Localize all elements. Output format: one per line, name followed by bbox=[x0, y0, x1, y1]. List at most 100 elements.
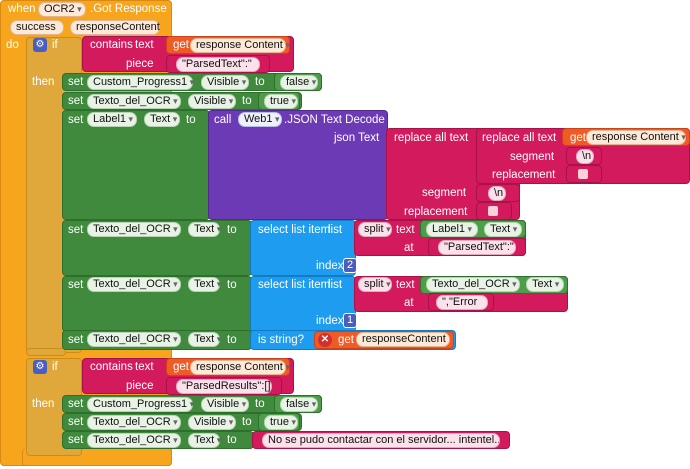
gear-icon[interactable]: ⚙ bbox=[33, 38, 47, 52]
param-response-content[interactable]: responseContent bbox=[70, 20, 160, 35]
component-field[interactable]: Texto_del_OCR bbox=[87, 433, 181, 448]
set-label: set bbox=[68, 76, 84, 88]
then-label-1: then bbox=[32, 76, 55, 88]
if-label-1: if bbox=[52, 39, 58, 51]
at-label: at bbox=[404, 297, 414, 309]
param-success[interactable]: success bbox=[10, 20, 64, 35]
is-string-label: is string? bbox=[258, 334, 305, 346]
at-string[interactable]: ","Error bbox=[436, 295, 488, 310]
to-label: to bbox=[227, 224, 237, 236]
get-label: get bbox=[173, 361, 189, 373]
replacement-label: replacement bbox=[404, 206, 468, 218]
set-label: set bbox=[68, 114, 84, 126]
property-field[interactable]: Text bbox=[188, 332, 220, 347]
get-variable[interactable]: response Content bbox=[190, 360, 286, 375]
component-field[interactable]: Texto_del_OCR bbox=[87, 94, 181, 109]
property-field[interactable]: Text bbox=[144, 112, 180, 127]
property-field[interactable]: Text bbox=[188, 433, 220, 448]
set-label: set bbox=[68, 434, 84, 446]
method-label: .JSON Text Decode bbox=[284, 114, 385, 126]
component-field[interactable]: Custom_Progress1 bbox=[87, 75, 193, 90]
to-label: to bbox=[227, 334, 237, 346]
component-field[interactable]: Texto_del_OCR bbox=[87, 277, 181, 292]
error-icon[interactable]: ✕ bbox=[318, 333, 332, 347]
bool-value[interactable]: false bbox=[280, 75, 318, 90]
to-label: to bbox=[186, 114, 196, 126]
piece-string[interactable]: "ParsedResults":[] bbox=[176, 379, 272, 394]
index-value[interactable]: 1 bbox=[343, 313, 358, 328]
gear-icon[interactable]: ⚙ bbox=[33, 360, 47, 374]
property-field[interactable]: Visible bbox=[201, 75, 249, 90]
text-label: text bbox=[135, 39, 154, 51]
set-label1-text[interactable] bbox=[62, 110, 210, 220]
set-label: set bbox=[68, 334, 84, 346]
json-decode-block[interactable] bbox=[208, 110, 388, 220]
property-field[interactable]: Text bbox=[188, 222, 220, 237]
component-field[interactable]: Texto_del_OCR bbox=[87, 415, 181, 430]
index-value[interactable]: 2 bbox=[343, 258, 358, 273]
if-block-1-bottom bbox=[26, 348, 66, 356]
property-field[interactable]: Visible bbox=[188, 415, 236, 430]
when-label: when bbox=[8, 3, 36, 15]
get-label: get bbox=[173, 39, 189, 51]
contains-label: contains bbox=[90, 39, 133, 51]
component-dropdown[interactable]: OCR2 bbox=[38, 2, 86, 17]
property-field[interactable]: Text bbox=[188, 277, 220, 292]
bool-value[interactable]: true bbox=[264, 415, 298, 430]
component-field[interactable]: Texto_del_OCR bbox=[87, 222, 181, 237]
component-field[interactable]: Label1 bbox=[87, 112, 137, 127]
index-label: index bbox=[316, 315, 344, 327]
json-text-label: json Text bbox=[334, 132, 380, 144]
event-name: .Got Response bbox=[90, 3, 167, 15]
piece-label: piece bbox=[126, 380, 154, 392]
list-label: list bbox=[328, 279, 343, 291]
select-list-item-block[interactable] bbox=[250, 220, 356, 276]
do-label: do bbox=[6, 39, 19, 51]
to-label: to bbox=[255, 76, 265, 88]
set-label: set bbox=[68, 224, 84, 236]
split-dropdown[interactable]: split bbox=[358, 222, 392, 237]
component-field[interactable]: Texto_del_OCR bbox=[87, 332, 181, 347]
empty-string-icon bbox=[488, 206, 498, 216]
contains-label: contains bbox=[90, 361, 133, 373]
segment-string[interactable]: \n bbox=[488, 186, 506, 201]
to-label: to bbox=[242, 416, 252, 428]
replace-all-label: replace all text bbox=[482, 132, 557, 144]
piece-string[interactable]: "ParsedText":" bbox=[176, 57, 260, 72]
get-variable[interactable]: response Content bbox=[190, 38, 286, 53]
replacement-label: replacement bbox=[492, 169, 556, 181]
call-label: call bbox=[214, 114, 232, 126]
bool-value[interactable]: true bbox=[264, 94, 298, 109]
empty-string-icon bbox=[578, 169, 588, 179]
select-list-item-block[interactable] bbox=[250, 276, 356, 332]
property-field[interactable]: Visible bbox=[188, 94, 236, 109]
text-label: text bbox=[396, 224, 415, 236]
text-label: text bbox=[396, 279, 415, 291]
then-label-2: then bbox=[32, 398, 55, 410]
piece-label: piece bbox=[126, 58, 154, 70]
component-field[interactable]: Custom_Progress1 bbox=[87, 397, 193, 412]
set-label: set bbox=[68, 279, 84, 291]
getter-property[interactable]: Text bbox=[484, 222, 522, 237]
web-component[interactable]: Web1 bbox=[238, 112, 282, 127]
select-label: select list item bbox=[258, 279, 331, 291]
get-variable[interactable]: responseContent bbox=[356, 332, 450, 347]
to-label: to bbox=[255, 398, 265, 410]
segment-label: segment bbox=[422, 187, 467, 199]
text-label: text bbox=[135, 361, 154, 373]
to-label: to bbox=[227, 434, 237, 446]
at-string[interactable]: "ParsedText":" bbox=[438, 240, 516, 255]
set-label: set bbox=[68, 398, 84, 410]
to-label: to bbox=[242, 95, 252, 107]
index-label: index bbox=[316, 260, 344, 272]
bool-value[interactable]: false bbox=[280, 397, 318, 412]
getter-property[interactable]: Text bbox=[526, 277, 564, 292]
property-field[interactable]: Visible bbox=[201, 397, 249, 412]
get-variable[interactable]: response Content bbox=[586, 130, 686, 145]
replace-all-label: replace all text bbox=[394, 132, 469, 144]
split-dropdown[interactable]: split bbox=[358, 277, 392, 292]
message-string[interactable]: No se pudo contactar con el servidor... … bbox=[262, 433, 500, 448]
getter-component[interactable]: Texto_del_OCR bbox=[426, 277, 520, 292]
segment-string[interactable]: \n bbox=[576, 149, 594, 164]
getter-component[interactable]: Label1 bbox=[426, 222, 478, 237]
